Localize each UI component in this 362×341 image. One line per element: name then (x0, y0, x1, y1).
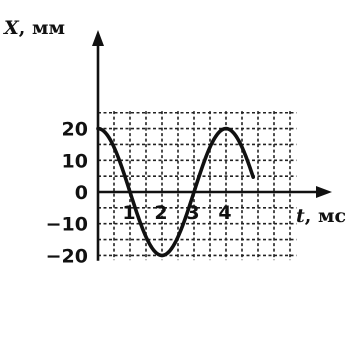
y-tick-label: −20 (46, 245, 88, 267)
series-line (96, 126, 255, 258)
y-tick-label: 0 (75, 182, 88, 204)
y-axis-arrow (92, 30, 104, 46)
x-tick-label: 3 (186, 202, 199, 224)
x-tick-label: 1 (122, 202, 135, 224)
y-tick-label: 20 (62, 119, 88, 141)
y-tick-label: −10 (46, 214, 88, 236)
x-tick-label: 2 (154, 202, 167, 224)
y-axis-title: X, мм (3, 17, 65, 39)
grid (98, 111, 297, 261)
y-tick-label: 10 (62, 150, 88, 172)
x-axis-arrow (316, 186, 332, 198)
x-axis-title: t, мс (296, 205, 346, 227)
x-tick-label: 4 (218, 202, 231, 224)
tick-labels: −20 −10 0 10 20 1 2 3 4 (46, 119, 232, 268)
axes (92, 30, 332, 261)
